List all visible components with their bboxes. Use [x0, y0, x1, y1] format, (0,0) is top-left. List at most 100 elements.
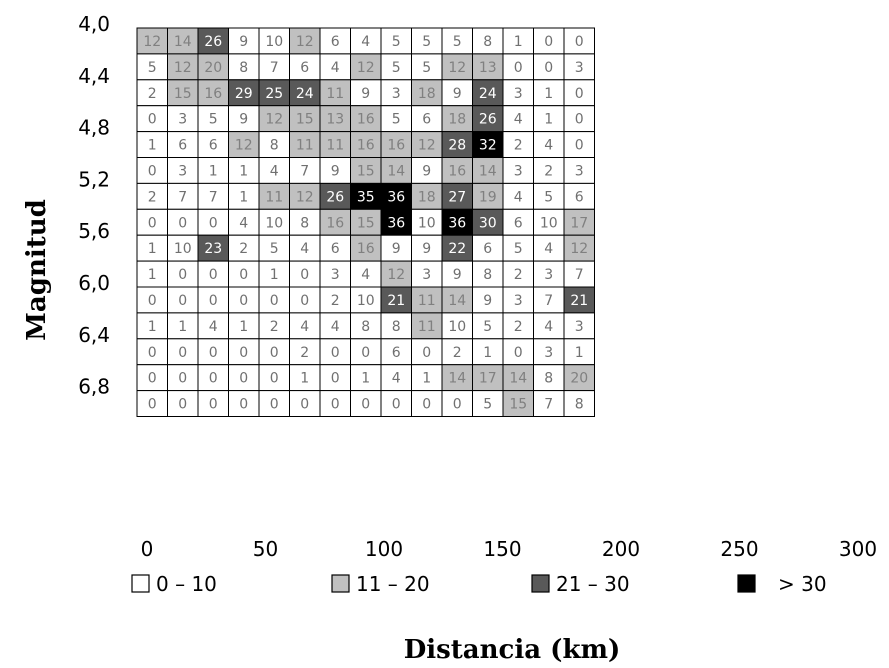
cell-value: 3 [575, 60, 584, 76]
heatmap-cell [350, 260, 382, 288]
heatmap-cell [533, 131, 565, 159]
cell-value: 16 [326, 215, 344, 231]
cell-value: 7 [575, 267, 584, 283]
cell-value: 26 [326, 189, 344, 205]
cell-value: 28 [448, 138, 466, 154]
heatmap-cell [502, 338, 534, 366]
cell-value: 3 [178, 112, 187, 128]
cell-value: 0 [239, 293, 248, 309]
cell-value: 4 [514, 189, 523, 205]
cell-value: 5 [483, 319, 492, 335]
x-axis-ticks: 0 50 100 150 200 250 300 [141, 537, 877, 561]
heatmap-cell [472, 79, 504, 107]
heatmap-cell [258, 286, 290, 314]
cell-value: 0 [422, 345, 431, 361]
cell-value: 19 [479, 189, 497, 205]
cell-value: 18 [418, 189, 436, 205]
cell-value: 0 [148, 215, 157, 231]
heatmap-cell [136, 105, 168, 133]
cell-value: 16 [357, 241, 375, 257]
heatmap-cell [441, 364, 473, 392]
heatmap-cell [533, 157, 565, 184]
heatmap-cell [441, 390, 473, 418]
y-tick-label: 6,8 [78, 375, 110, 399]
cell-value: 3 [514, 86, 523, 102]
heatmap-cell [289, 131, 321, 159]
heatmap-cell [319, 131, 351, 159]
cell-value: 1 [361, 371, 370, 387]
heatmap-cell [563, 79, 595, 107]
cell-value: 9 [239, 112, 248, 128]
heatmap-cell [533, 338, 565, 366]
heatmap-cell [228, 131, 260, 159]
cell-value: 6 [422, 112, 431, 128]
cell-value: 13 [326, 112, 344, 128]
heatmap-cell [441, 208, 473, 236]
cell-value: 4 [361, 34, 370, 50]
heatmap-cell [472, 27, 504, 55]
cell-value: 3 [392, 86, 401, 102]
cell-value: 5 [514, 241, 523, 257]
cell-value: 9 [331, 163, 340, 179]
cell-value: 0 [148, 293, 157, 309]
cell-value: 5 [148, 60, 157, 76]
heatmap-cell [228, 260, 260, 288]
heatmap-cell [563, 390, 595, 418]
cell-value: 0 [239, 371, 248, 387]
heatmap-cell [411, 260, 443, 288]
cell-value: 0 [178, 215, 187, 231]
y-tick-label: 6,4 [78, 323, 110, 347]
cell-value: 1 [178, 319, 187, 335]
heatmap-cell [380, 234, 412, 262]
cell-value: 4 [300, 319, 309, 335]
cell-value: 0 [178, 267, 187, 283]
cell-value: 0 [239, 397, 248, 413]
cell-value: 36 [387, 215, 405, 231]
cell-value: 0 [392, 397, 401, 413]
y-tick-label: 4,8 [78, 116, 110, 140]
cell-value: 4 [331, 319, 340, 335]
cell-value: 5 [392, 34, 401, 50]
cell-value: 26 [204, 34, 222, 50]
heatmap-cell [563, 234, 595, 262]
cell-value: 1 [148, 267, 157, 283]
cell-value: 0 [209, 397, 218, 413]
heatmap-cell [502, 390, 534, 418]
cell-value: 2 [331, 293, 340, 309]
cell-value: 16 [357, 138, 375, 154]
heatmap-cell [472, 131, 504, 159]
heatmap-cell [411, 27, 443, 55]
cell-value: 20 [204, 60, 222, 76]
legend-swatch [531, 574, 550, 593]
cell-value: 5 [392, 112, 401, 128]
y-axis-title: Magnitud [22, 199, 52, 341]
cell-value: 1 [239, 163, 248, 179]
heatmap-cell [350, 27, 382, 55]
cell-value: 16 [204, 86, 222, 102]
heatmap-cell [136, 312, 168, 340]
cell-value: 5 [422, 60, 431, 76]
cell-value: 17 [570, 215, 588, 231]
cell-value: 7 [270, 60, 279, 76]
cell-value: 10 [357, 293, 375, 309]
heatmap-cell [563, 286, 595, 314]
cell-value: 16 [387, 138, 405, 154]
cell-value: 12 [265, 112, 283, 128]
cell-value: 0 [209, 345, 218, 361]
cell-value: 9 [239, 34, 248, 50]
heatmap-cell [228, 53, 260, 81]
cell-value: 4 [331, 60, 340, 76]
cell-value: 11 [265, 189, 283, 205]
heatmap-cell [289, 53, 321, 81]
cell-value: 11 [418, 293, 436, 309]
heatmap-cell [228, 157, 260, 184]
cell-value: 12 [296, 34, 314, 50]
cell-value: 3 [514, 293, 523, 309]
heatmap-cell [136, 234, 168, 262]
cell-value: 7 [178, 189, 187, 205]
heatmap-cell [380, 182, 412, 210]
cell-value: 18 [418, 86, 436, 102]
heatmap-cell [380, 131, 412, 159]
legend-swatch [737, 574, 756, 593]
cell-value: 4 [544, 138, 553, 154]
